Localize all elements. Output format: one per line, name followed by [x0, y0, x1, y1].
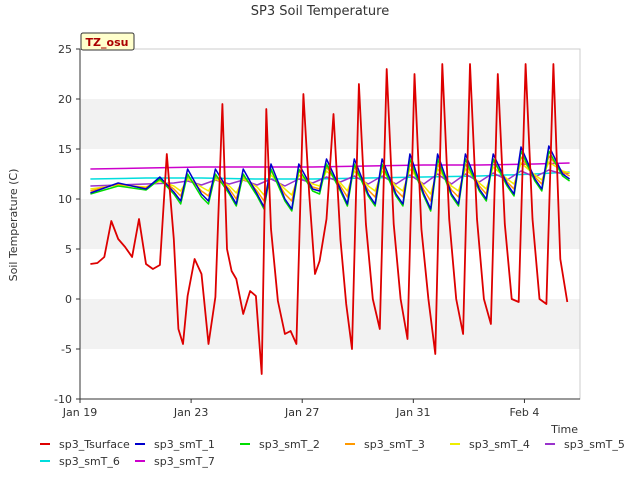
legend-item-sp3_smT_1: sp3_smT_1: [135, 438, 215, 451]
legend-label: sp3_smT_4: [469, 438, 530, 451]
series-line-sp3_smT_6: [90, 171, 570, 180]
legend-item-sp3_smT_7: sp3_smT_7: [135, 455, 215, 468]
y-tick-label: -5: [61, 343, 72, 356]
chart-title: SP3 Soil Temperature: [251, 4, 389, 19]
site-label-box: TZ_osu: [80, 32, 135, 51]
series-line-sp3_smT_7: [90, 162, 570, 170]
legend-item-sp3_smT_2: sp3_smT_2: [240, 438, 320, 451]
legend-item-sp3_smT_6: sp3_smT_6: [40, 455, 120, 468]
y-tick-label: 10: [58, 193, 72, 206]
legend-item-sp3_smT_3: sp3_smT_3: [345, 438, 425, 451]
legend-label: sp3_smT_5: [564, 438, 625, 451]
legend-label: sp3_smT_2: [259, 438, 320, 451]
x-axis: Jan 19 Jan 23 Jan 27 Jan 31 Feb 4: [62, 398, 580, 419]
x-tick-label: Jan 27: [284, 406, 319, 419]
y-tick-label: 5: [65, 243, 72, 256]
legend-item-sp3_Tsurface: sp3_Tsurface: [40, 438, 130, 451]
y-tick-label: 25: [58, 43, 72, 56]
y-axis-label: Soil Temperature (C): [7, 169, 20, 282]
legend-item-sp3_smT_4: sp3_smT_4: [450, 438, 530, 451]
x-tick-label: Jan 31: [395, 406, 430, 419]
y-tick-label: 15: [58, 143, 72, 156]
legend-label: sp3_Tsurface: [59, 438, 130, 451]
y-axis: -10 -5 0 5 10 15 20 25: [54, 43, 81, 406]
y-tick-label: 0: [65, 293, 72, 306]
legend-label: sp3_smT_1: [154, 438, 215, 451]
legend-label: sp3_smT_7: [154, 455, 215, 468]
grid-band: [80, 99, 580, 149]
series-line-sp3_Tsurface: [90, 63, 569, 375]
y-tick-label: -10: [54, 393, 72, 406]
x-axis-label: Time: [550, 423, 578, 436]
series-lines: [90, 63, 571, 375]
grid-band: [80, 299, 580, 349]
legend-item-sp3_smT_5: sp3_smT_5: [545, 438, 625, 451]
x-tick-label: Jan 23: [173, 406, 208, 419]
legend-label: sp3_smT_3: [364, 438, 425, 451]
x-tick-label: Feb 4: [509, 406, 539, 419]
legend: sp3_Tsurface sp3_smT_1 sp3_smT_2 sp3_smT_3 s…: [40, 438, 625, 468]
y-tick-label: 20: [58, 93, 72, 106]
x-tick-label: Jan 19: [62, 406, 97, 419]
legend-label: sp3_smT_6: [59, 455, 120, 468]
site-label: TZ_osu: [86, 36, 129, 49]
